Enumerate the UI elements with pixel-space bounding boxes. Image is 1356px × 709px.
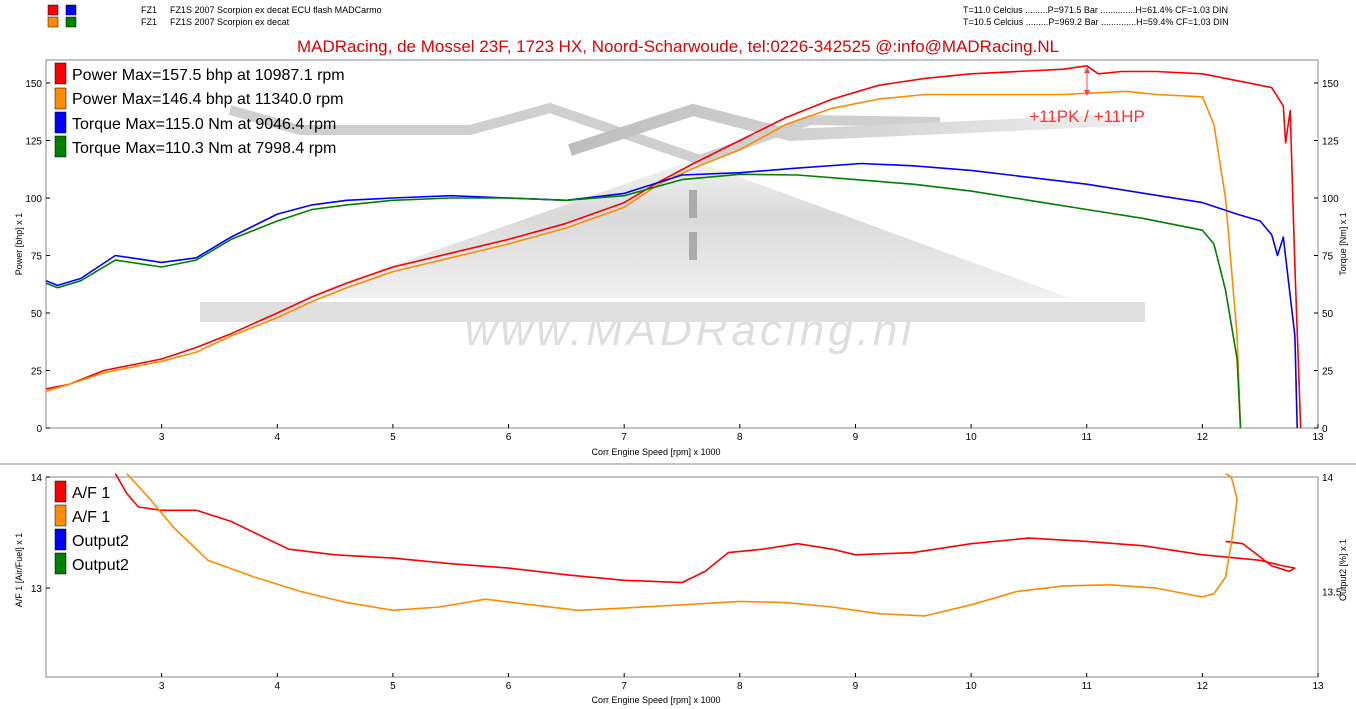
legend-swatch-af-2 [54,504,67,527]
upper-y-tick-label: 75 [31,252,43,263]
run1-label: FZ1 [141,5,157,15]
upper-series-line-3 [45,162,1298,429]
legend-text-torque-1: Torque Max=115.0 Nm at 9046.4 rpm [72,116,336,133]
run2-torque-swatch [65,16,77,28]
upper-y-tick-label: 25 [31,367,43,378]
lower-x-axis-label: Corr Engine Speed [rpm] x 1000 [591,695,720,705]
upper-y-axis-label: Power [bhp] x 1 [14,213,24,276]
upper-y2-axis-label: Torque [Nm] x 1 [1338,212,1348,276]
lower-x-tick-label: 13 [1312,681,1324,692]
upper-y-tick-label: 150 [25,79,42,90]
legend-swatch-output2-2 [54,552,67,575]
upper-y-tick-label: 100 [25,194,42,205]
madracing-watermark: www.MADRacing.nl [200,102,1145,355]
watermark-peak-line [568,103,1121,156]
legend-text-power-1: Power Max=157.5 bhp at 10987.1 rpm [72,67,345,84]
upper-series-line-2 [45,90,1242,429]
lower-x-tick-label: 12 [1197,681,1209,692]
upper-y2-tick-label: 0 [1322,424,1328,435]
lower-series-line-1 [114,473,1296,584]
upper-y-tick-label: 125 [25,137,42,148]
gain-annotation: +11PK / +11HP [1029,67,1145,126]
lower-x-tick-label: 4 [274,681,280,692]
upper-x-tick-label: 12 [1197,432,1209,443]
lower-y2-axis-label: Output2 [%] x 1 [1338,539,1348,601]
gain-arrow-head-top [1084,67,1090,73]
upper-x-tick-label: 6 [506,432,512,443]
upper-series-line-1 [45,65,1302,429]
run1-torque-swatch [65,4,77,16]
gain-arrow-head-bottom [1084,90,1090,96]
lower-series-line-2 [126,473,1238,617]
lower-y2-tick-label: 14 [1322,473,1334,484]
watermark-triangle [300,160,1070,298]
upper-x-tick-label: 3 [159,432,165,443]
legend-swatch-power-1 [54,62,67,85]
upper-x-tick-label: 7 [621,432,627,443]
lower-x-tick-label: 7 [621,681,627,692]
upper-y2-tick-label: 125 [1322,137,1339,148]
run1-conditions: T=11.0 Celcius .........P=971.5 Bar ....… [963,5,1228,15]
run2-label: FZ1 [141,17,157,27]
upper-x-tick-label: 8 [737,432,743,443]
lower-x-tick-label: 9 [853,681,859,692]
lower-y-axis-label: A/F 1 [Air/Fuel] x 1 [14,533,24,608]
upper-y-tick-label: 50 [31,309,43,320]
lower-x-tick-label: 8 [737,681,743,692]
run2-power-swatch [47,16,59,28]
upper-y2-tick-label: 25 [1322,367,1334,378]
upper-x-tick-label: 13 [1312,432,1324,443]
legend-swatch-torque-1 [54,111,67,134]
lower-x-tick-label: 5 [390,681,396,692]
upper-legend: Power Max=157.5 bhp at 10987.1 rpm Power… [54,62,345,158]
legend-text-power-2: Power Max=146.4 bhp at 11340.0 rpm [72,91,343,108]
upper-series [45,65,1302,429]
upper-y2-tick-label: 150 [1322,79,1339,90]
upper-x-tick-label: 4 [274,432,280,443]
run1-description: FZ1S 2007 Scorpion ex decat ECU flash MA… [170,5,382,15]
lower-series [114,473,1296,617]
run2-conditions: T=10.5 Celcius .........P=969.2 Bar ....… [963,17,1229,27]
upper-y2-tick-label: 100 [1322,194,1339,205]
lower-x-tick-label: 10 [966,681,978,692]
lower-plot-frame [45,476,1319,678]
watermark-mountain-lines [228,102,941,166]
lower-y-tick-label: 14 [31,473,43,484]
run2-description: FZ1S 2007 Scorpion ex decat [170,17,290,27]
legend-text-output2-2: Output2 [72,557,129,574]
run1-power-swatch [47,4,59,16]
upper-x-tick-label: 11 [1082,432,1093,443]
legend-swatch-af-1 [54,480,67,503]
header-run-legend: FZ1 FZ1S 2007 Scorpion ex decat ECU flas… [47,4,1229,28]
legend-text-af-2: A/F 1 [72,509,110,526]
upper-y-tick-label: 0 [36,424,42,435]
watermark-url: www.MADRacing.nl [465,306,915,355]
shop-banner: MADRacing, de Mossel 23F, 1723 HX, Noord… [297,37,1059,56]
gain-annotation-text: +11PK / +11HP [1029,107,1145,126]
upper-y2-tick-label: 75 [1322,252,1334,263]
lower-axes: 3 4 5 6 7 8 9 10 11 12 13 13 14 13.5 14 [31,473,1342,692]
upper-x-axis-label: Corr Engine Speed [rpm] x 1000 [591,447,720,457]
lower-y2-tick-label: 13.5 [1322,587,1342,598]
lower-x-tick-label: 6 [506,681,512,692]
lower-x-tick-label: 3 [159,681,165,692]
lower-x-tick-label: 11 [1082,681,1093,692]
upper-y2-tick-label: 50 [1322,309,1334,320]
lower-y-tick-label: 13 [31,584,43,595]
upper-series-line-4 [45,173,1242,429]
legend-swatch-output2-1 [54,528,67,551]
legend-swatch-torque-2 [54,135,67,158]
legend-text-output2-1: Output2 [72,533,129,550]
upper-x-tick-label: 10 [966,432,978,443]
lower-legend: A/F 1 A/F 1 Output2 Output2 [54,480,129,575]
watermark-band [200,302,1145,322]
upper-axes: 3 4 5 6 7 8 9 10 11 12 130255075100125150025507510… [25,79,1339,443]
legend-swatch-power-2 [54,87,67,110]
upper-x-tick-label: 9 [853,432,859,443]
legend-text-torque-2: Torque Max=110.3 Nm at 7998.4 rpm [72,140,336,157]
legend-text-af-1: A/F 1 [72,485,110,502]
upper-x-tick-label: 5 [390,432,396,443]
